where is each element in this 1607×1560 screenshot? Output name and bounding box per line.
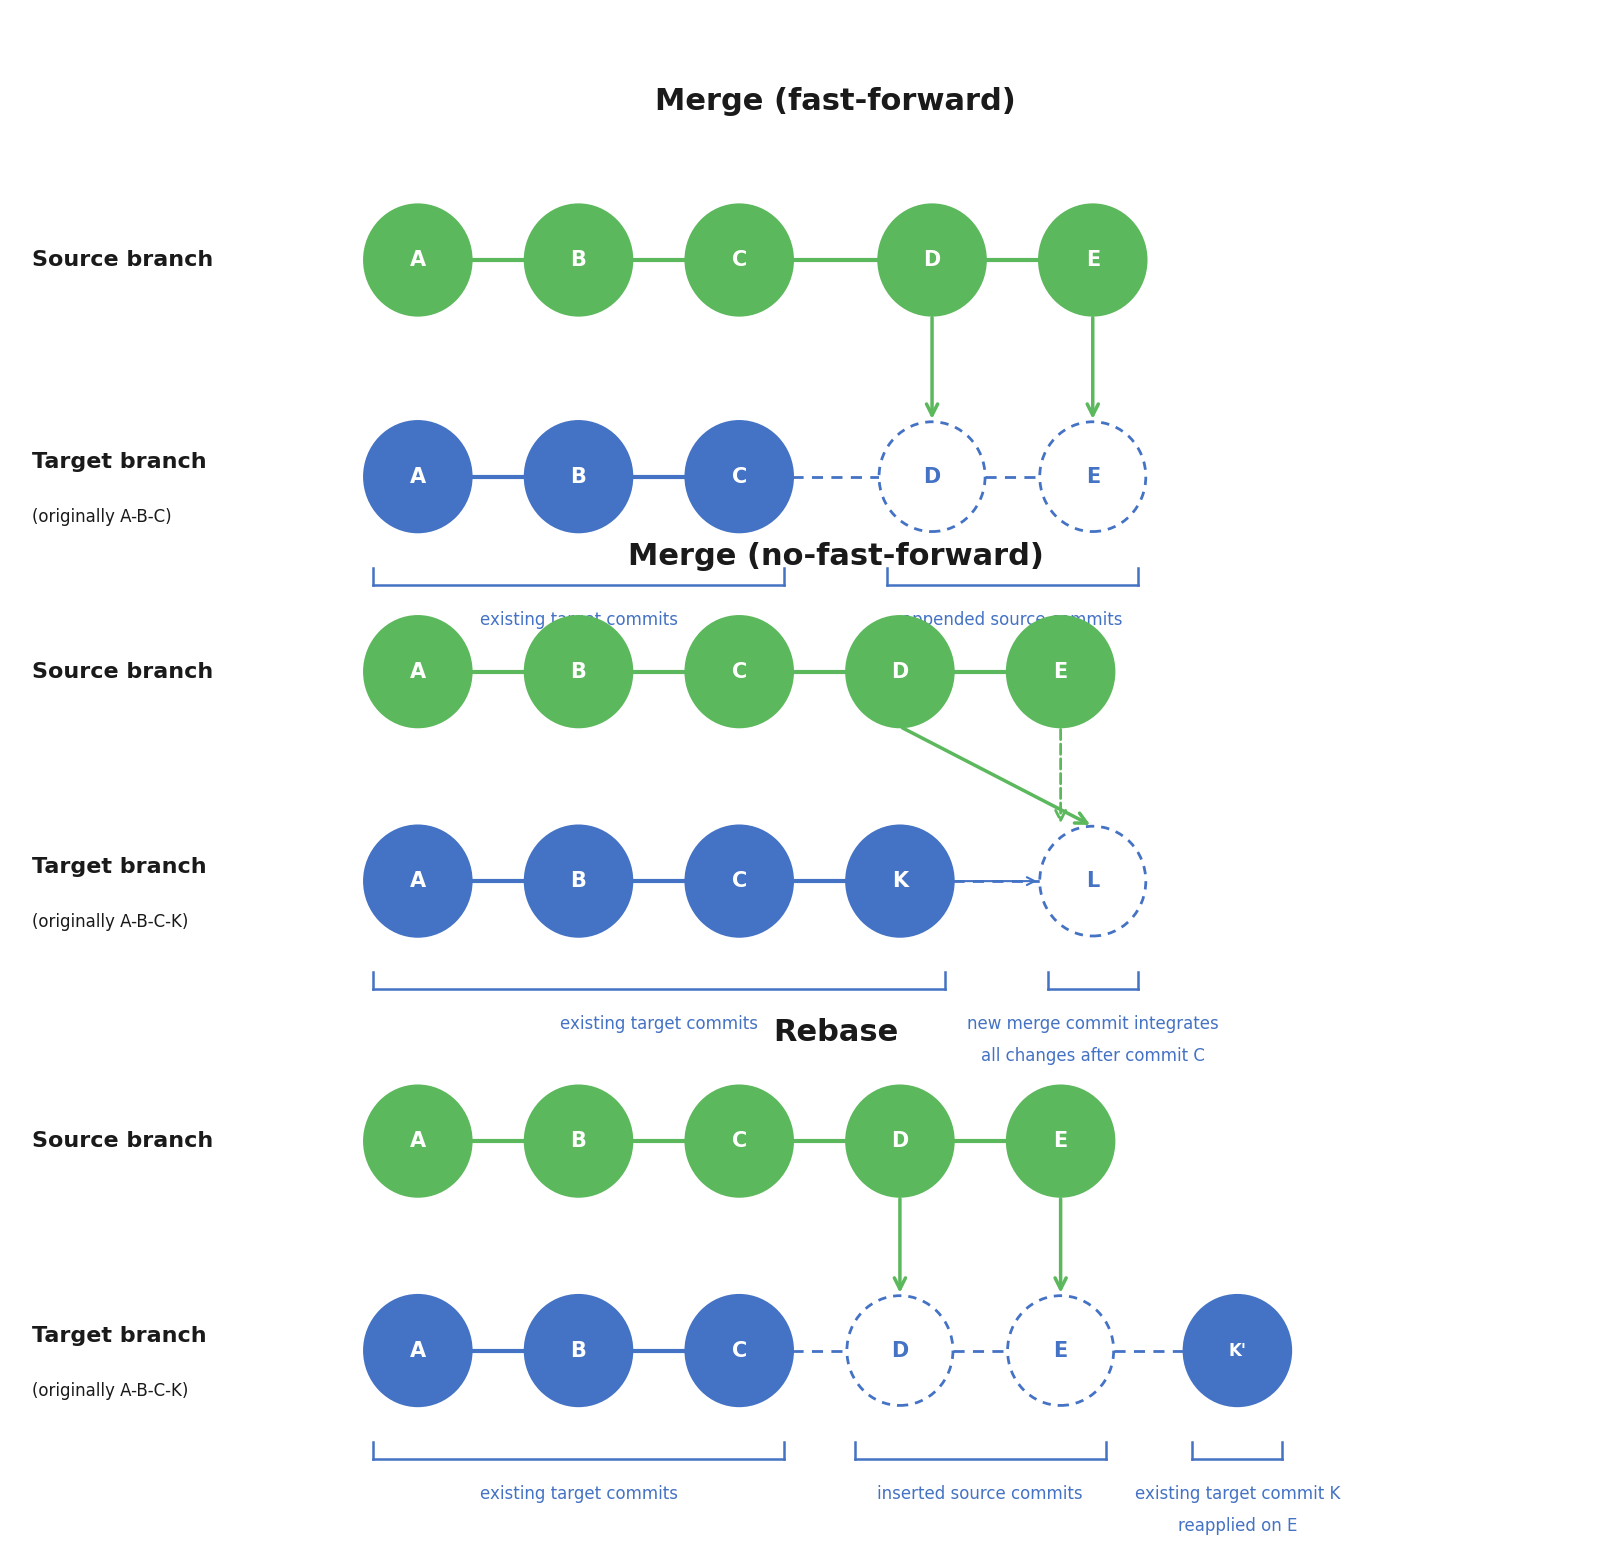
Text: Source branch: Source branch: [32, 1131, 214, 1151]
Text: B: B: [570, 1340, 587, 1360]
Ellipse shape: [365, 1086, 471, 1197]
Ellipse shape: [686, 1086, 792, 1197]
Text: B: B: [570, 1131, 587, 1151]
Text: existing target commit K: existing target commit K: [1135, 1485, 1340, 1502]
Text: C: C: [731, 466, 747, 487]
Text: K': K': [1228, 1342, 1247, 1360]
Text: A: A: [410, 1340, 426, 1360]
Text: Source branch: Source branch: [32, 661, 214, 682]
Ellipse shape: [847, 1086, 953, 1197]
Ellipse shape: [686, 204, 792, 315]
Ellipse shape: [1184, 1296, 1290, 1406]
Ellipse shape: [1008, 616, 1114, 727]
Ellipse shape: [525, 204, 632, 315]
Ellipse shape: [847, 1296, 953, 1406]
Ellipse shape: [686, 1296, 792, 1406]
Ellipse shape: [1008, 1086, 1114, 1197]
Text: (originally A-B-C-K): (originally A-B-C-K): [32, 913, 188, 931]
Ellipse shape: [686, 421, 792, 532]
Text: B: B: [570, 466, 587, 487]
Ellipse shape: [879, 204, 985, 315]
Text: all changes after commit C: all changes after commit C: [980, 1047, 1205, 1065]
Text: Source branch: Source branch: [32, 250, 214, 270]
Text: C: C: [731, 870, 747, 891]
Text: C: C: [731, 250, 747, 270]
Text: B: B: [570, 661, 587, 682]
Ellipse shape: [365, 421, 471, 532]
Text: A: A: [410, 870, 426, 891]
Ellipse shape: [1040, 827, 1146, 936]
Text: Rebase: Rebase: [773, 1019, 898, 1047]
Text: D: D: [924, 466, 940, 487]
Text: L: L: [1086, 870, 1099, 891]
Text: A: A: [410, 661, 426, 682]
Text: existing target commits: existing target commits: [559, 1016, 759, 1033]
Text: B: B: [570, 870, 587, 891]
Text: D: D: [892, 1131, 908, 1151]
Ellipse shape: [879, 421, 985, 532]
Text: E: E: [1054, 1131, 1067, 1151]
Text: E: E: [1054, 1340, 1067, 1360]
Text: Target branch: Target branch: [32, 1326, 207, 1346]
Text: B: B: [570, 250, 587, 270]
Text: inserted source commits: inserted source commits: [877, 1485, 1083, 1502]
Text: E: E: [1086, 250, 1099, 270]
Ellipse shape: [365, 616, 471, 727]
Text: Target branch: Target branch: [32, 452, 207, 473]
Ellipse shape: [847, 827, 953, 936]
Ellipse shape: [525, 827, 632, 936]
Text: D: D: [892, 661, 908, 682]
Text: D: D: [924, 250, 940, 270]
Text: Target branch: Target branch: [32, 856, 207, 877]
Ellipse shape: [847, 616, 953, 727]
Ellipse shape: [525, 616, 632, 727]
Text: C: C: [731, 661, 747, 682]
Ellipse shape: [525, 1086, 632, 1197]
Text: existing target commits: existing target commits: [479, 1485, 678, 1502]
Text: E: E: [1086, 466, 1099, 487]
Text: reapplied on E: reapplied on E: [1178, 1516, 1297, 1535]
Text: K: K: [892, 870, 908, 891]
Ellipse shape: [525, 1296, 632, 1406]
Ellipse shape: [365, 827, 471, 936]
Ellipse shape: [1040, 421, 1146, 532]
Text: C: C: [731, 1340, 747, 1360]
Text: (originally A-B-C-K): (originally A-B-C-K): [32, 1382, 188, 1399]
Text: Merge (no-fast-forward): Merge (no-fast-forward): [628, 541, 1043, 571]
Text: A: A: [410, 1131, 426, 1151]
Ellipse shape: [1040, 204, 1146, 315]
Ellipse shape: [686, 827, 792, 936]
Text: E: E: [1054, 661, 1067, 682]
Text: appended source commits: appended source commits: [902, 612, 1123, 629]
Text: (originally A-B-C): (originally A-B-C): [32, 509, 172, 526]
Ellipse shape: [365, 1296, 471, 1406]
Text: new merge commit integrates: new merge commit integrates: [967, 1016, 1218, 1033]
Ellipse shape: [1008, 1296, 1114, 1406]
Ellipse shape: [525, 421, 632, 532]
Text: Merge (fast-forward): Merge (fast-forward): [656, 87, 1016, 115]
Ellipse shape: [686, 616, 792, 727]
Text: C: C: [731, 1131, 747, 1151]
Text: A: A: [410, 250, 426, 270]
Text: D: D: [892, 1340, 908, 1360]
Text: existing target commits: existing target commits: [479, 612, 678, 629]
Ellipse shape: [365, 204, 471, 315]
Text: A: A: [410, 466, 426, 487]
